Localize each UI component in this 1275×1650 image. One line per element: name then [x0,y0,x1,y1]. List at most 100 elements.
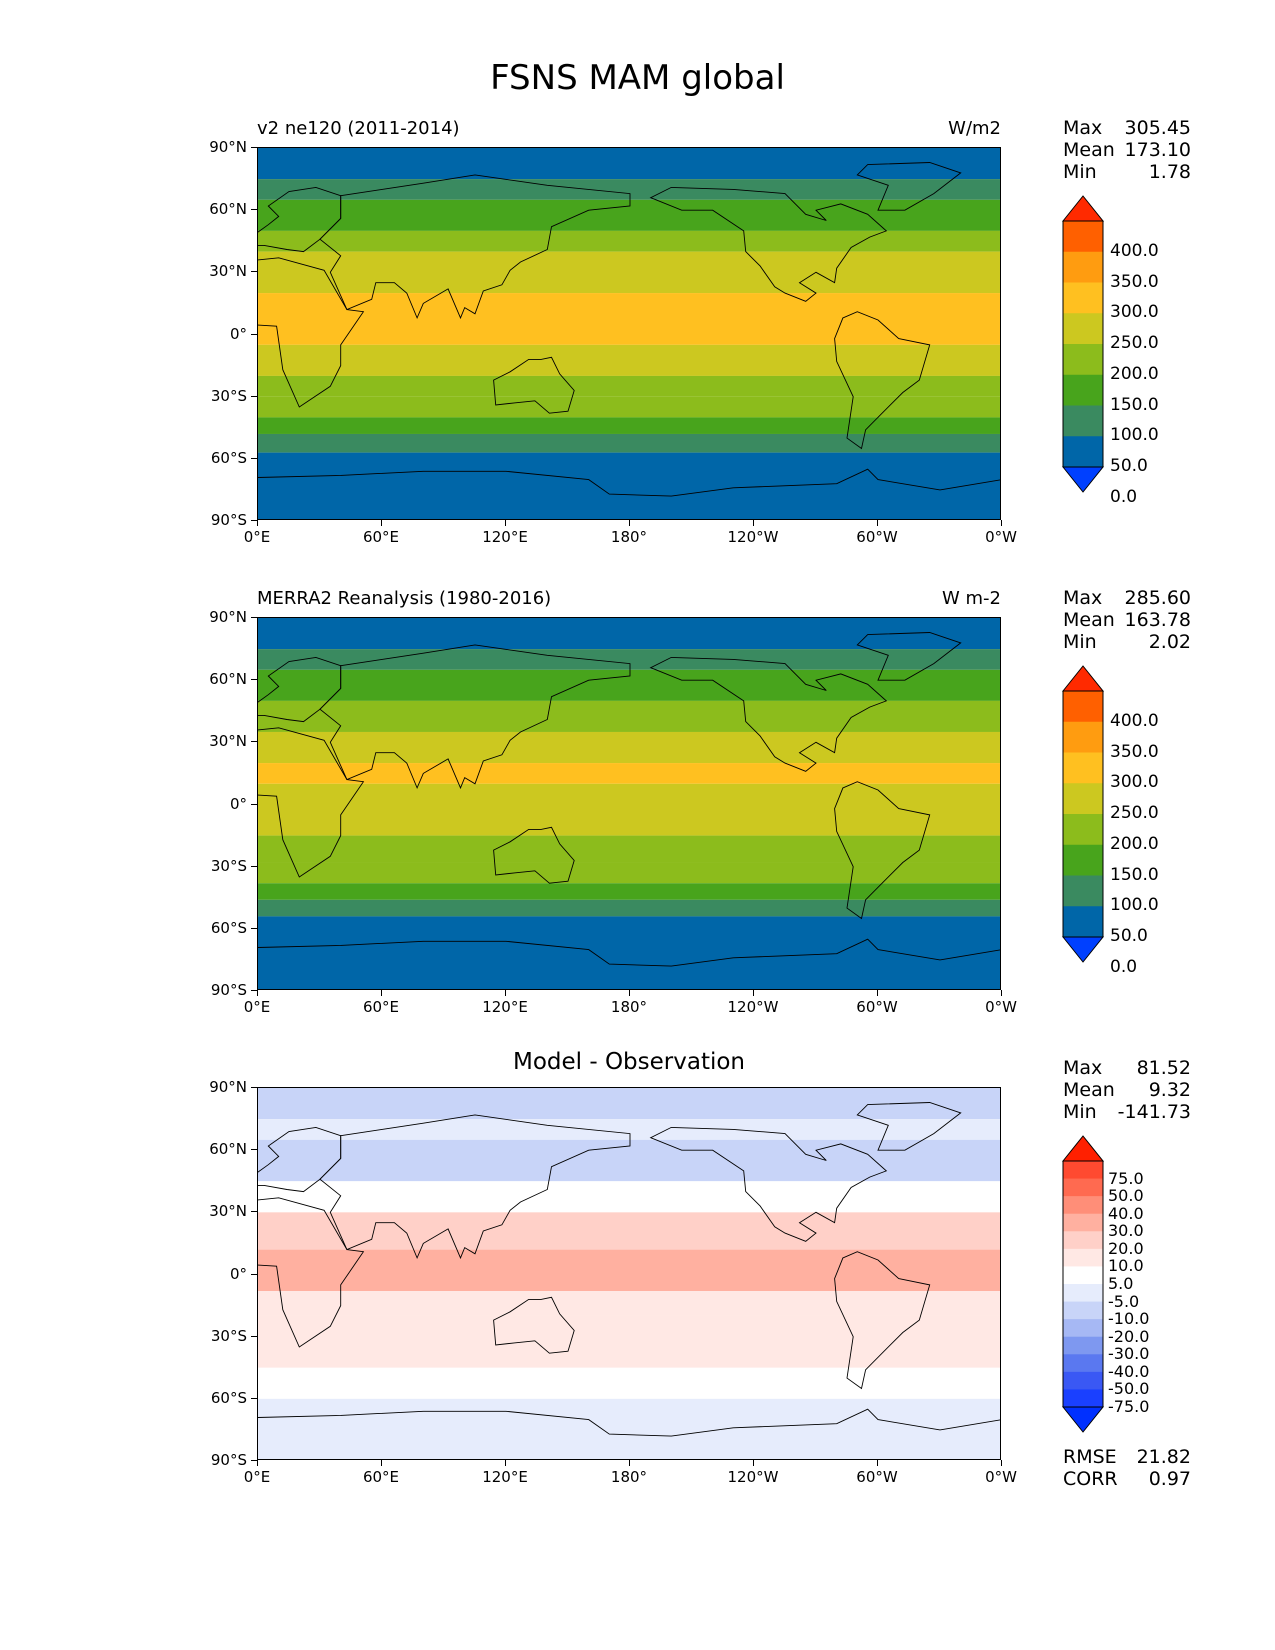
coastline-greenland [856,632,962,681]
colorbar-label: 400.0 [1110,240,1159,261]
y-tick-label: 30°S [210,386,247,405]
colorbar-label: 250.0 [1110,333,1159,353]
x-tick [1001,520,1002,526]
colorbar-segment [1063,1178,1103,1197]
zonal-band [258,375,1000,397]
colorbar-label: 400.0 [1110,710,1159,731]
y-tick [251,741,257,743]
coastline-north-america [649,1126,888,1242]
y-tick [251,520,257,521]
colorbar-top-extension [1061,1135,1105,1162]
colorbar-label: 100.0 [1110,425,1159,446]
colorbar-label: -10.0 [1108,1309,1150,1329]
mean-value: 173.10 [1124,139,1191,161]
x-tick [753,520,754,526]
coastline-south-america [834,1251,931,1390]
y-tick [251,679,257,681]
colorbar-label: -5.0 [1108,1291,1140,1311]
x-tick [877,990,878,996]
colorbar-label: 10.0 [1108,1256,1144,1276]
y-tick [251,147,257,148]
y-tick [251,271,257,273]
panel-title: v2 ne120 (2011-2014) [257,118,460,139]
panel-model: v2 ne120 (2011-2014) W/m2 90°N 60°N 30°N 0°… [0,117,1275,557]
colorbar [1061,665,1105,963]
colorbar-segment [1063,906,1103,938]
colorbar-label: 100.0 [1110,895,1159,916]
zonal-band [258,649,1000,670]
zonal-band [258,293,1000,345]
x-tick [877,1460,878,1466]
coastline-antarctica [258,468,1000,497]
colorbar-segment [1063,1196,1103,1215]
x-tick [753,1460,754,1466]
colorbar-top-extension [1061,665,1105,692]
y-tick-label: 60°N [209,200,247,219]
coastline-asia [319,1114,631,1260]
colorbar-label: 0.0 [1110,956,1138,977]
y-tick-label: 60°S [210,918,247,937]
x-tick [1001,1460,1002,1466]
y-tick [251,865,257,867]
y-tick-label: 30°N [209,1202,247,1221]
coastline-north-america [649,656,888,772]
zonal-band [258,1291,1000,1316]
colorbar-segment [1063,374,1103,406]
y-tick [251,209,257,211]
colorbar-label: 250.0 [1110,803,1159,823]
colorbar-label: 150.0 [1110,864,1159,885]
corr-value: 0.97 [1148,1468,1191,1490]
max-value: 81.52 [1136,1057,1191,1079]
y-tick-label: 30°S [210,856,247,875]
colorbar-segment [1063,783,1103,815]
y-tick [251,1460,257,1461]
heatmap-observation [258,618,1000,989]
heatmap-model [258,148,1000,519]
colorbar-label: 50.0 [1110,456,1148,476]
x-tick-label: 0°W [985,1468,1017,1486]
colorbar-label: 200.0 [1110,363,1159,384]
max-label: Max [1063,117,1103,139]
colorbar-label: 40.0 [1108,1203,1144,1223]
y-tick [251,1087,257,1088]
max-label: Max [1063,587,1103,609]
colorbar-segment [1063,691,1103,723]
y-tick-label: 60°N [209,1140,247,1159]
zonal-band [258,883,1000,900]
zonal-band [258,731,1000,764]
zonal-band [258,433,1000,453]
colorbar-segment [1063,436,1103,468]
coastline-asia [319,174,631,320]
y-tick [251,1397,257,1399]
x-tick-label: 180° [610,1468,648,1486]
max-label: Max [1063,1057,1103,1079]
colorbar-bottom-extension [1061,936,1105,963]
mean-value: 163.78 [1124,609,1191,631]
coastline-asia [319,644,631,790]
x-tick [381,990,382,996]
colorbar-label: -50.0 [1108,1379,1150,1399]
min-label: Min [1063,161,1097,183]
coastline-europe [258,656,342,723]
zonal-band [258,899,1000,917]
x-tick-label: 60°E [362,1468,400,1486]
zonal-band [258,763,1000,784]
colorbar-segment [1063,282,1103,314]
map-model [257,147,1001,520]
zonal-band [258,396,1000,418]
x-tick-label: 60°W [856,1468,898,1486]
mean-label: Mean [1063,139,1115,161]
zonal-band [258,199,1000,231]
colorbar-segment [1063,721,1103,753]
corr-label: CORR [1063,1468,1118,1490]
y-tick [251,457,257,459]
colorbar-frame [1062,1160,1104,1408]
x-tick-label: 180° [610,528,648,546]
zonal-band [258,1249,1000,1292]
panel-difference: Model - Observation 90°N 60°N 30°N 0° 30°S 60… [0,1049,1275,1497]
colorbar-segment [1063,405,1103,437]
rmse-value: 21.82 [1136,1446,1191,1468]
x-tick-label: 180° [610,998,648,1016]
colorbar-segment [1063,814,1103,846]
x-tick [505,990,506,996]
